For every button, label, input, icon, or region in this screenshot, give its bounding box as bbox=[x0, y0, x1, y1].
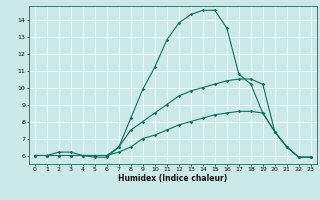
X-axis label: Humidex (Indice chaleur): Humidex (Indice chaleur) bbox=[118, 174, 228, 183]
